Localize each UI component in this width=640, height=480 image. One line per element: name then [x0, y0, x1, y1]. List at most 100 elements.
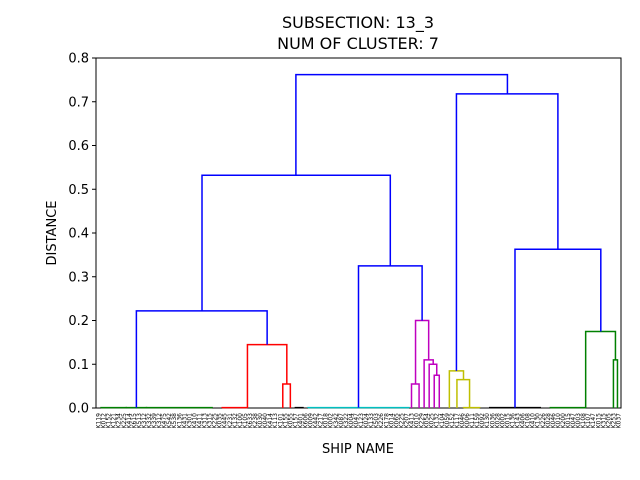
y-tick-label: 0.0	[68, 402, 89, 417]
dendrogram-link	[584, 330, 617, 408]
dendrogram-link	[433, 374, 441, 408]
leaf-label: K015	[565, 413, 572, 429]
leaf-label: K315	[600, 413, 607, 429]
leaf-label: K147	[590, 413, 597, 429]
leaf-label: K410	[191, 413, 198, 429]
leaf-label: K225	[212, 413, 219, 429]
leaf-label: K332	[146, 413, 153, 429]
leaf-label: K003	[575, 413, 582, 429]
leaf-label: K030	[257, 413, 264, 429]
chart-title-line-1: SUBSECTION: 13_3	[282, 13, 434, 33]
leaf-label: K132	[232, 413, 239, 429]
dendrogram-link	[414, 319, 430, 384]
leaf-label: K229	[419, 413, 426, 429]
leaf-label: K014	[388, 413, 395, 429]
leaf-label: K475	[161, 413, 168, 429]
leaf-label: K047	[353, 413, 360, 429]
dendrogram-link	[246, 343, 288, 408]
leaf-label: K157	[292, 413, 299, 429]
leaf-label: K606	[302, 413, 309, 429]
leaf-label: K411	[196, 413, 203, 429]
y-tick-label: 0.6	[68, 139, 89, 154]
dendrogram-link	[428, 363, 438, 408]
leaf-label: K136	[176, 413, 183, 429]
leaf-label: K313	[202, 413, 209, 429]
leaf-label: K207	[403, 413, 410, 429]
leaf-label: K046	[459, 413, 466, 429]
leaf-label: K119	[96, 413, 103, 429]
leaf-label: K015	[504, 413, 511, 429]
dendrogram-link	[410, 383, 420, 408]
leaf-label: K010	[414, 413, 421, 429]
leaf-label: K111	[469, 413, 476, 429]
y-tick-label: 0.4	[68, 227, 89, 242]
y-tick-label: 0.2	[68, 314, 89, 329]
dendrogram-link	[514, 248, 602, 408]
leaf-label: K401	[297, 413, 304, 429]
leaf-label: K633	[247, 413, 254, 429]
leaf-label: K414	[267, 413, 274, 429]
x-axis-label: SHIP NAME	[322, 442, 394, 457]
leaf-label: K406	[520, 413, 527, 429]
leaf-label: K410	[530, 413, 537, 429]
leaf-label: K004	[348, 413, 355, 429]
leaf-label: K312	[156, 413, 163, 429]
leaf-label: K226	[378, 413, 385, 429]
leaf-label: K035	[217, 413, 224, 429]
y-axis-label: DISTANCE	[45, 201, 60, 266]
leaf-label: K087	[338, 413, 345, 429]
leaf-label: K225	[398, 413, 405, 429]
leaf-label: K113	[272, 413, 279, 429]
leaf-label: K159	[474, 413, 481, 429]
leaf-label: K542	[166, 413, 173, 429]
leaf-label: K538	[171, 413, 178, 429]
leaf-label: K312	[141, 413, 148, 429]
leaf-label: K010	[555, 413, 562, 429]
leaf-label: K225	[121, 413, 128, 429]
leaf-label: K234	[116, 413, 123, 429]
leaf-label: K059	[444, 413, 451, 429]
dendrogram-link	[282, 383, 292, 408]
leaf-label: K092	[479, 413, 486, 429]
leaf-label: K012	[101, 413, 108, 429]
leaf-label: K047	[570, 413, 577, 429]
dendrogram-link	[201, 174, 392, 311]
leaf-label: K315	[207, 413, 214, 429]
y-tick-label: 0.7	[68, 95, 89, 110]
x-axis-leaf-labels: K119K012K152K121K234K225K414K615K513K312…	[96, 413, 623, 429]
leaf-label: K018	[323, 413, 330, 429]
leaf-label: K024	[363, 413, 370, 429]
dendrogram-link	[295, 73, 509, 176]
leaf-label: K055	[287, 413, 294, 429]
leaf-label: K009	[308, 413, 315, 429]
leaf-label: K513	[136, 413, 143, 429]
leaf-label: K037	[615, 413, 622, 429]
leaf-label: K105	[242, 413, 249, 429]
leaf-label: K028	[545, 413, 552, 429]
leaf-label: K226	[540, 413, 547, 429]
leaf-label: K322	[343, 413, 350, 429]
leaf-label: K217	[318, 413, 325, 429]
dendrogram-link	[455, 93, 559, 371]
leaf-label: K200	[560, 413, 567, 429]
leaf-label: K155	[282, 413, 289, 429]
leaf-label: K065	[393, 413, 400, 429]
leaf-label: K431	[181, 413, 188, 429]
leaf-label: K040	[262, 413, 269, 429]
y-tick-label: 0.1	[68, 358, 89, 373]
leaf-label: K025	[429, 413, 436, 429]
leaf-label: K002	[328, 413, 335, 429]
leaf-label: K178	[383, 413, 390, 429]
leaf-label: K253	[610, 413, 617, 429]
dendrogram-link	[456, 378, 471, 408]
leaf-label: K152	[106, 413, 113, 429]
y-tick-label: 0.8	[68, 52, 89, 67]
leaf-label: K231	[227, 413, 234, 429]
leaf-label: K445	[222, 413, 229, 429]
leaf-label: K414	[126, 413, 133, 429]
leaf-label: K108	[525, 413, 532, 429]
leaf-label: K046	[550, 413, 557, 429]
leaf-label: K117	[454, 413, 461, 429]
leaf-label: K054	[424, 413, 431, 429]
